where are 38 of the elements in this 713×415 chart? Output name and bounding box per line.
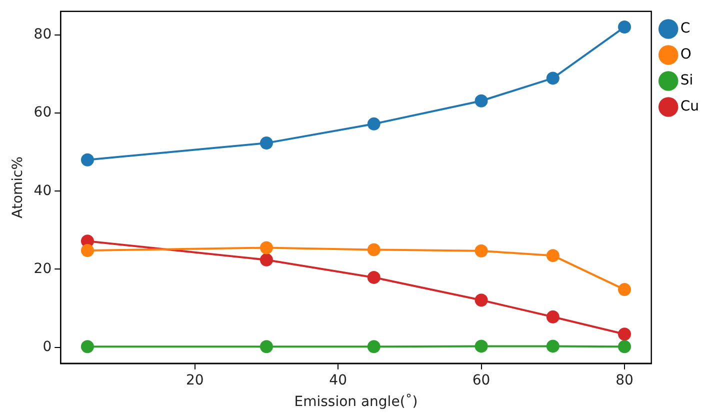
point <box>618 328 631 341</box>
y-tick-label: 80 <box>34 26 52 42</box>
x-tick-label: 60 <box>472 372 490 388</box>
point <box>618 20 631 34</box>
y-tick-label: 20 <box>34 260 52 277</box>
y-tick-label: 0 <box>42 339 52 356</box>
point <box>260 241 273 254</box>
x-tick-label: 20 <box>186 372 204 388</box>
legend-label: Cu <box>680 98 700 115</box>
point <box>546 249 560 262</box>
point <box>546 72 560 85</box>
point <box>618 340 631 354</box>
x-tick-label: 40 <box>329 372 347 388</box>
y-tick-label: 40 <box>34 182 52 199</box>
point <box>367 117 380 130</box>
y-axis-title: Atomic% <box>10 156 26 218</box>
point <box>474 294 488 307</box>
point <box>546 310 560 324</box>
legend-label: O <box>680 46 692 63</box>
point <box>80 244 94 257</box>
point <box>367 270 380 284</box>
point <box>260 253 273 266</box>
point <box>260 340 273 354</box>
legend-label: C <box>680 20 690 37</box>
x-tick-label: 80 <box>616 372 634 388</box>
point <box>618 283 631 296</box>
y-tick-label: 60 <box>34 104 52 121</box>
point <box>546 340 560 353</box>
point <box>474 94 488 108</box>
point <box>474 340 488 353</box>
point <box>474 244 488 258</box>
point <box>367 243 380 256</box>
point <box>367 340 380 354</box>
point <box>80 340 94 354</box>
x-axis-title: Emission angle(˚) <box>294 393 418 410</box>
legend-label: Si <box>680 72 694 89</box>
point <box>260 136 273 150</box>
point <box>80 153 94 166</box>
